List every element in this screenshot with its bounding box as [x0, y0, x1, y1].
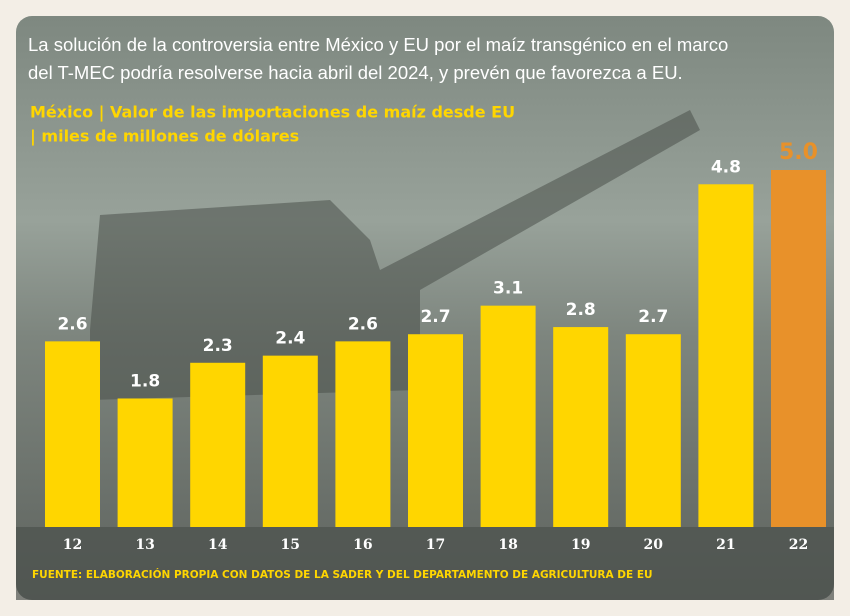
value-label: 2.6 — [348, 314, 378, 334]
subtitle-line: | miles de millones de dólares — [30, 127, 299, 147]
value-label: 2.7 — [420, 307, 450, 327]
bar — [408, 334, 463, 527]
x-tick-label: 15 — [281, 537, 300, 553]
x-tick-label: 19 — [571, 537, 590, 553]
bar — [335, 341, 390, 527]
bar — [263, 356, 318, 527]
x-tick-label: 22 — [789, 537, 808, 553]
value-label: 4.8 — [711, 157, 741, 177]
x-tick-label: 21 — [716, 537, 735, 553]
subtitle-line: México | Valor de las importaciones de m… — [30, 103, 515, 123]
x-tick-label: 20 — [644, 537, 664, 553]
source: FUENTE: ELABORACIÓN PROPIA CON DATOS DE … — [32, 568, 653, 581]
bar — [698, 184, 753, 527]
chart: La solución de la controversia entre Méx… — [0, 0, 850, 616]
bar — [553, 327, 608, 527]
x-tick-label: 13 — [135, 537, 154, 553]
value-label: 2.7 — [638, 307, 668, 327]
bar — [771, 170, 826, 527]
value-label: 2.4 — [275, 329, 305, 349]
title-line: La solución de la controversia entre Méx… — [28, 34, 728, 55]
value-label: 2.6 — [57, 314, 87, 334]
x-tick-label: 18 — [498, 537, 517, 553]
value-label: 5.0 — [779, 140, 818, 165]
bar — [481, 306, 536, 527]
x-tick-label: 16 — [353, 537, 372, 553]
value-label: 3.1 — [493, 279, 523, 299]
bar — [190, 363, 245, 527]
bar — [118, 398, 173, 527]
x-tick-label: 12 — [63, 537, 82, 553]
x-tick-label: 17 — [426, 537, 445, 553]
value-label: 1.8 — [130, 371, 160, 391]
value-label: 2.3 — [203, 336, 233, 356]
title-line: del T-MEC podría resolverse hacia abril … — [28, 62, 683, 83]
bar — [626, 334, 681, 527]
bar — [45, 341, 100, 527]
value-label: 2.8 — [566, 300, 596, 320]
x-tick-label: 14 — [208, 537, 228, 553]
